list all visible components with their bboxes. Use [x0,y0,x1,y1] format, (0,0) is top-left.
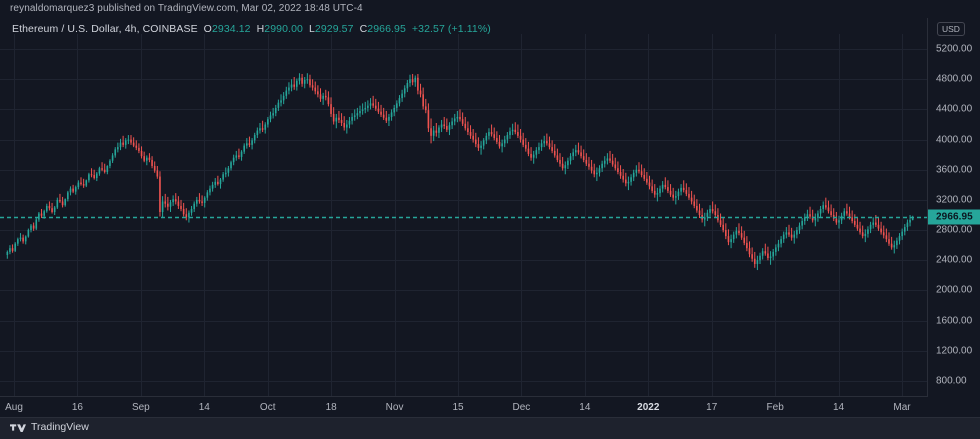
price-tick-label: 2400.00 [936,254,973,266]
time-tick-label: 18 [325,402,337,413]
time-tick-label: Nov [385,402,404,413]
status-bar: TradingView [0,417,980,439]
time-tick-label: Dec [512,402,531,413]
price-tick-label: 1600.00 [936,315,973,327]
close-value: 2966.95 [367,23,406,35]
price-tick-label: 2000.00 [936,284,973,296]
time-tick-label: Feb [766,402,784,413]
price-tick-label: 5200.00 [936,43,973,55]
price-plot-area[interactable] [0,34,928,396]
time-tick-label: 17 [706,402,718,413]
price-tick-label: 800.00 [936,375,967,387]
low-value: 2929.57 [314,23,354,35]
currency-badge: USD [937,22,965,36]
attribution-text: reynaldomarquez3 published on TradingVie… [10,3,363,14]
time-tick-label: 14 [198,402,210,413]
time-tick-label: 16 [71,402,83,413]
open-label: O [203,23,212,35]
price-tick-label: 4400.00 [936,103,973,115]
price-axis[interactable]: USD 5200.00 4800.00 4400.00 4000.00 3600.00 3… [927,18,980,396]
price-tick-label: 2800.00 [936,224,973,236]
high-value: 2990.00 [264,23,303,35]
chart-legend[interactable]: Ethereum / U.S. Dollar, 4h, COINBASE O293… [12,23,491,35]
close-label: C [359,23,368,35]
price-tick-label: 3200.00 [936,194,973,206]
time-tick-label: 14 [833,402,845,413]
time-tick-label: Mar [893,402,911,413]
open-value: 2934.12 [211,23,251,35]
candlestick-series [0,34,928,396]
tradingview-brand-label: TradingView [31,421,89,433]
time-tick-label: Oct [259,402,276,413]
price-tick-label: 1200.00 [936,345,973,357]
time-tick-label: 14 [579,402,591,413]
current-price-badge[interactable]: 2966.95 [928,209,980,225]
time-tick-label: Sep [131,402,150,413]
time-tick-label: 2022 [637,402,660,413]
time-tick-label: Aug [5,402,23,413]
tradingview-brand[interactable]: TradingView [10,421,89,433]
high-label: H [256,23,265,35]
time-tick-label: 15 [452,402,464,413]
price-tick-label: 4000.00 [936,134,973,146]
symbol-label[interactable]: Ethereum / U.S. Dollar, 4h, COINBASE [12,23,198,35]
low-label: L [308,23,315,35]
tradingview-logo-icon [10,423,26,432]
time-axis[interactable]: Aug 16 Sep 14 Oct 18 Nov 15 Dec 14 2022 17 Feb 14 Mar [0,396,928,419]
price-change: +32.57 (+1.11%) [411,23,491,35]
price-tick-label: 3600.00 [936,164,973,176]
price-tick-label: 4800.00 [936,73,973,85]
